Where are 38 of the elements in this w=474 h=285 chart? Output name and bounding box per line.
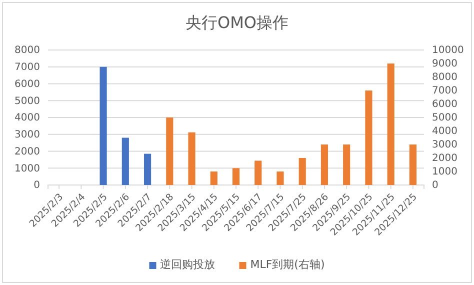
legend-label: MLF到期(右轴) [250,258,325,271]
bar [166,118,174,185]
y2-tick-label: 5000 [432,112,458,124]
y-tick-label: 7000 [14,62,40,74]
y2-tick-label: 6000 [432,99,458,110]
y-tick-label: 6000 [14,78,40,90]
y2-tick-label: 10000 [432,45,464,56]
bar [188,132,196,185]
y-tick-label: 5000 [14,96,40,107]
bar [387,64,394,185]
y2-tick-label: 2000 [432,153,458,164]
y2-tick-label: 4000 [432,126,458,138]
bar [409,144,416,185]
y2-tick-label: 1000 [432,166,458,178]
y-tick-label: 4000 [14,112,40,124]
y-tick-label: 1000 [14,163,40,174]
chart-title: 央行OMO操作 [186,13,288,32]
bar [144,154,152,185]
bar [210,172,218,185]
y-tick-label: 3000 [14,130,40,141]
y2-tick-label: 8000 [432,72,458,84]
y2-tick-label: 9000 [432,58,458,70]
y-tick-label: 2000 [14,146,40,158]
bar [320,144,328,185]
bar [276,172,284,185]
y2-tick-label: 3000 [432,140,458,151]
bar [254,160,262,185]
bar [343,144,350,185]
bar [100,66,107,185]
bar [122,138,129,185]
y2-tick-label: 0 [432,180,438,192]
legend-label: 逆回购投放 [160,258,216,271]
y2-tick-label: 7000 [432,86,458,97]
y-tick-label: 0 [34,180,40,192]
bar [298,158,306,185]
y-tick-label: 8000 [14,45,40,56]
bar [365,90,372,185]
bar [232,168,240,185]
